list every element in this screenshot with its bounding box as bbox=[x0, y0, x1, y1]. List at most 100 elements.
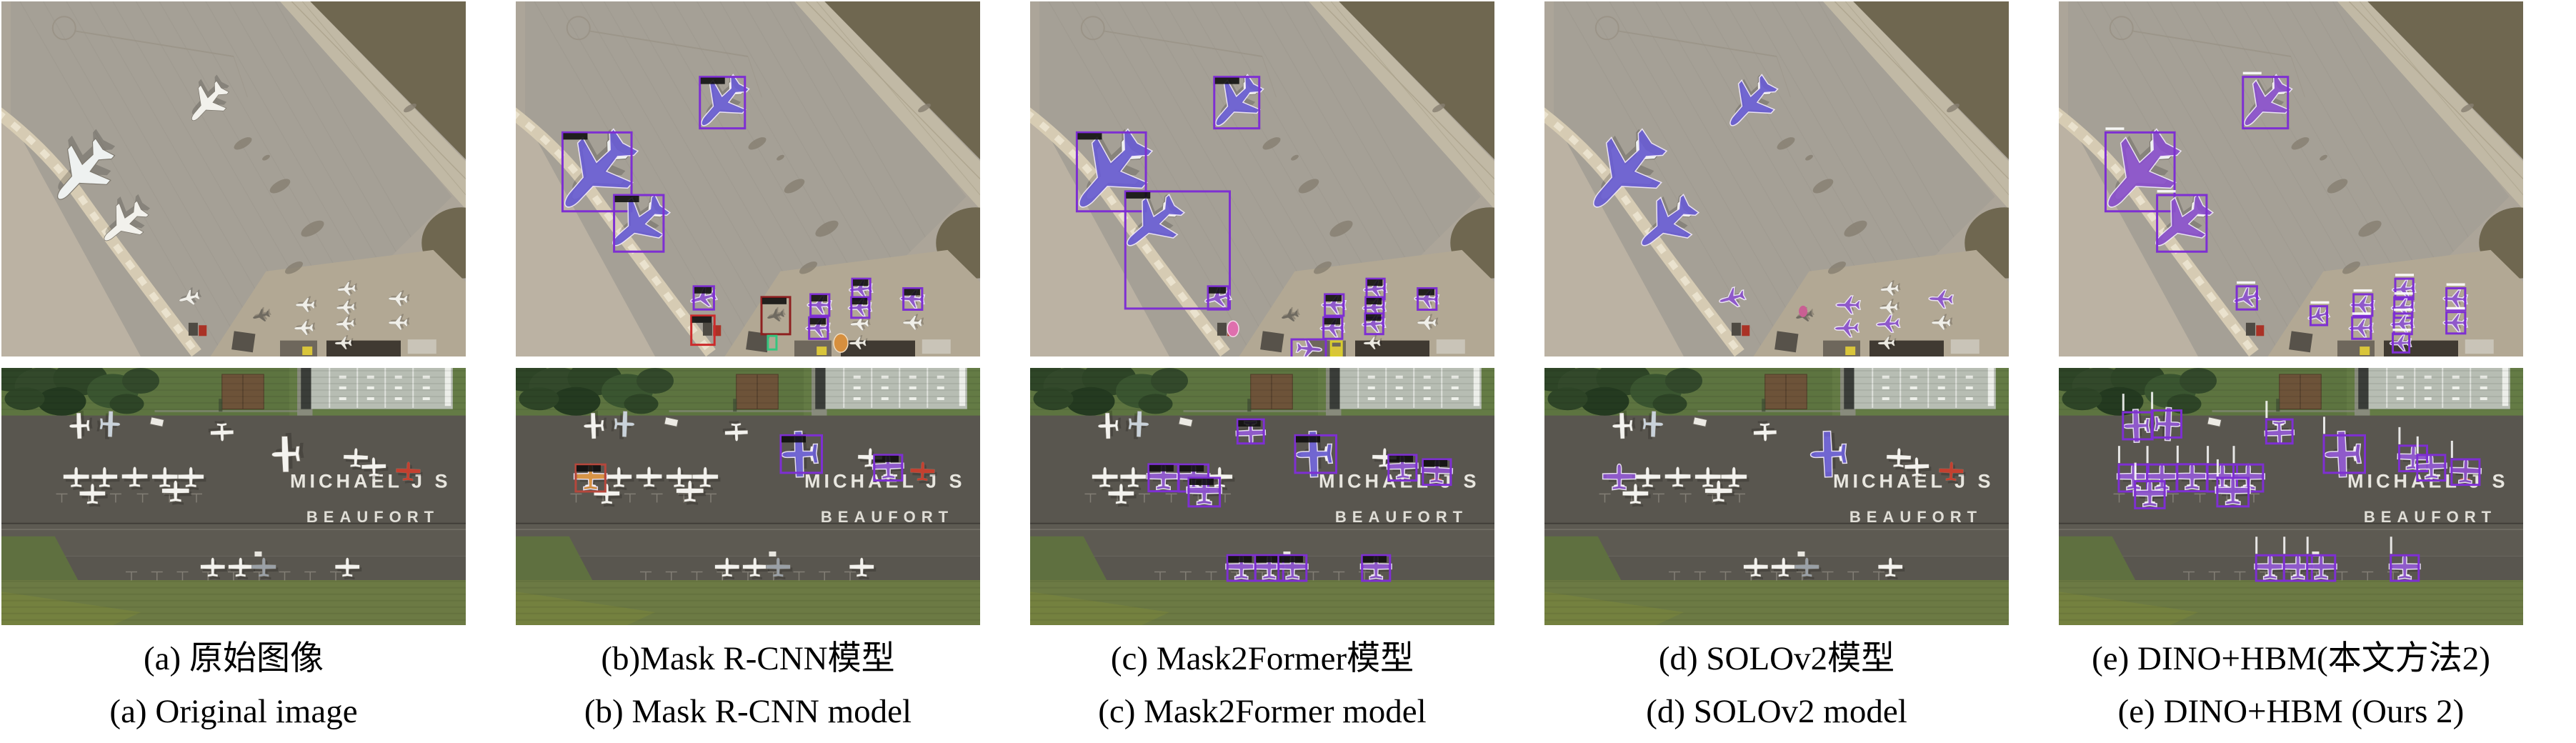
detection-box bbox=[2306, 554, 2337, 582]
airplane-glyph bbox=[1931, 314, 1953, 330]
detection-label bbox=[2394, 308, 2413, 311]
detection-label bbox=[1366, 314, 1382, 321]
dirt-band bbox=[516, 107, 716, 356]
segmentation-mask bbox=[2305, 555, 2337, 579]
detection-box bbox=[1417, 286, 1438, 311]
detection-box bbox=[1294, 434, 1337, 474]
airplane-glyph bbox=[335, 557, 362, 580]
detection-label bbox=[2265, 401, 2268, 419]
segmentation-mask bbox=[2450, 459, 2482, 484]
detection-box bbox=[1322, 316, 1344, 340]
airplane-glyph bbox=[1879, 299, 1900, 315]
runway-band bbox=[794, 1, 980, 209]
airplane-glyph bbox=[742, 557, 769, 580]
segmentation-mask bbox=[541, 117, 651, 229]
grass-field bbox=[1339, 1, 1494, 160]
detection-label bbox=[2122, 394, 2125, 412]
airplane-glyph bbox=[1417, 314, 1439, 330]
pad-marking bbox=[1594, 16, 1619, 41]
brown-building bbox=[219, 374, 264, 412]
airplane-glyph bbox=[857, 448, 885, 471]
detection-box bbox=[1329, 340, 1343, 356]
aerial-photo-apron bbox=[1544, 1, 2009, 356]
yellow-vehicle bbox=[2360, 346, 2370, 356]
detection-box bbox=[2104, 131, 2176, 213]
detection-label bbox=[2353, 289, 2372, 292]
segmentation-mask bbox=[1569, 117, 1679, 229]
detections-overlay bbox=[1569, 67, 1953, 338]
detection-box bbox=[1290, 338, 1327, 356]
airplane-glyph bbox=[79, 483, 108, 507]
detection-label bbox=[811, 294, 827, 301]
trees bbox=[1030, 368, 1188, 416]
hangar-building bbox=[815, 368, 967, 409]
detection-box bbox=[1361, 554, 1392, 582]
grass-field bbox=[824, 1, 980, 160]
detection-box bbox=[2445, 286, 2467, 311]
detection-box bbox=[1364, 312, 1384, 336]
airplane-glyph bbox=[1886, 448, 1914, 471]
airplane-glyph bbox=[91, 467, 120, 490]
detection-label bbox=[576, 465, 601, 472]
tarmac-text: MICHAEL J S BEAUFORT bbox=[290, 470, 448, 526]
yellow-vehicle bbox=[1845, 346, 1856, 356]
airplane-glyph bbox=[606, 467, 634, 490]
grass-wedge bbox=[1, 536, 79, 580]
airplane-glyph bbox=[583, 410, 607, 439]
caption-zh: (d) SOLOv2模型 bbox=[1658, 640, 1895, 677]
segmentation-mask bbox=[2349, 319, 2374, 338]
airplane-glyph bbox=[69, 410, 93, 439]
caption-en: (c) Mask2Former model bbox=[1098, 693, 1427, 730]
airplane-glyph bbox=[191, 74, 230, 121]
brown-building bbox=[1762, 374, 1807, 412]
segmentation-mask bbox=[2389, 555, 2420, 579]
airplane-glyph bbox=[179, 287, 202, 305]
detection-label bbox=[2207, 446, 2210, 464]
detection-box bbox=[561, 131, 633, 213]
airplane-glyph bbox=[850, 315, 871, 331]
panel-d-bottom-image: MICHAEL J S BEAUFORT bbox=[1544, 368, 2009, 625]
tarmac-text-line2: BEAUFORT bbox=[2364, 508, 2497, 526]
segmentation-mask bbox=[1320, 319, 1345, 338]
airplane-glyph bbox=[714, 557, 742, 580]
detection-label bbox=[1389, 455, 1413, 462]
airplane-glyph bbox=[396, 462, 423, 484]
detection-box bbox=[2150, 409, 2183, 439]
figure-column-c: MICHAEL J S BEAUFORT (c) Mask2Former模型 (c) … bbox=[1030, 1, 1494, 738]
detection-label bbox=[2242, 71, 2262, 75]
runway-band bbox=[2337, 1, 2523, 209]
detection-box bbox=[808, 316, 829, 340]
grass-texture bbox=[516, 370, 980, 621]
caption-en: (b) Mask R-CNN model bbox=[584, 693, 912, 730]
segmentation-mask bbox=[1296, 338, 1322, 356]
detection-box bbox=[1387, 454, 1418, 482]
airplane-glyph bbox=[766, 557, 793, 580]
runway-band bbox=[1309, 1, 1494, 209]
dirt-band bbox=[1030, 107, 1230, 356]
detection-label bbox=[2392, 328, 2412, 331]
hangar-building bbox=[2358, 368, 2510, 409]
segmentation-mask bbox=[2154, 407, 2181, 441]
yellow-vehicle bbox=[817, 346, 827, 356]
airplane-glyph bbox=[337, 280, 358, 296]
detection-label bbox=[2237, 281, 2256, 284]
detection-box bbox=[2309, 305, 2329, 326]
airplane-glyph bbox=[177, 467, 206, 490]
segmentation-mask bbox=[2255, 555, 2286, 579]
detection-label bbox=[1367, 279, 1383, 286]
segmentation-mask bbox=[1876, 314, 1900, 334]
segmentation-mask bbox=[1809, 431, 1847, 478]
segmentation-mask bbox=[807, 296, 832, 314]
detection-label bbox=[2283, 537, 2286, 554]
caption-en: (a) Original image bbox=[109, 693, 358, 730]
detection-box bbox=[902, 286, 924, 311]
grass-texture bbox=[1, 370, 466, 621]
detection-label bbox=[2134, 462, 2137, 480]
panel-a-bottom-image: MICHAEL J S BEAUFORT bbox=[1, 368, 466, 625]
pad-marking bbox=[51, 16, 76, 41]
grass-wedge bbox=[2059, 536, 2136, 580]
dirt-band bbox=[1544, 107, 1744, 356]
detection-label bbox=[874, 455, 899, 462]
